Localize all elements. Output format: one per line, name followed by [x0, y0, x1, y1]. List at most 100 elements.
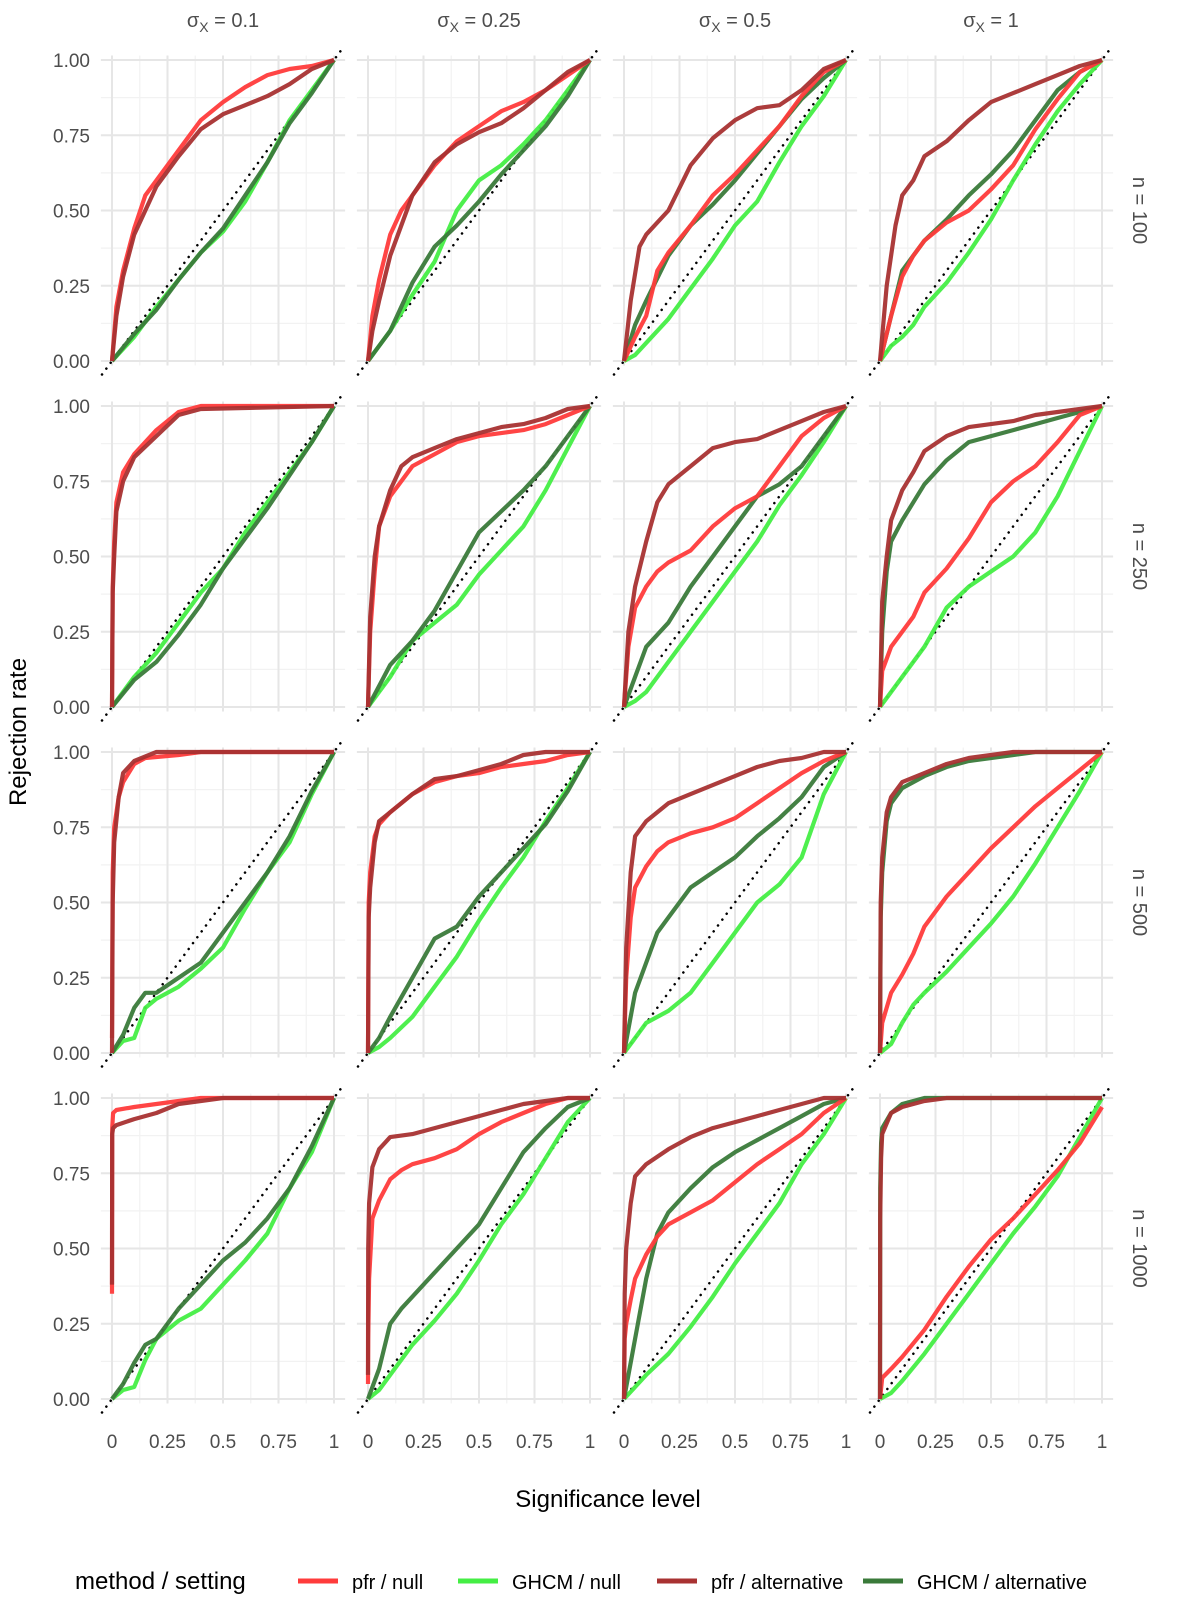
y-axis-title: Rejection rate: [5, 658, 32, 806]
column-strip-label: σX = 0.1: [187, 10, 259, 35]
y-tick-label: 1.00: [53, 743, 90, 764]
legend-title: method / setting: [75, 1568, 246, 1595]
y-tick-label: 1.00: [53, 1089, 90, 1110]
series-line-pfr-null: [621, 404, 847, 708]
y-tick-label: 0.00: [53, 1044, 90, 1065]
series-line-ghcm-null: [879, 1096, 1104, 1401]
series-line-pfr-alternative: [365, 403, 591, 708]
column-strip-label: σX = 0.25: [437, 10, 520, 35]
series-line-pfr-null: [365, 1095, 590, 1385]
reference-diagonal: [868, 391, 1114, 722]
x-tick-label: 0.5: [978, 1432, 1004, 1453]
x-tick-label: 0.75: [516, 1432, 553, 1453]
x-tick-label: 0.25: [405, 1432, 442, 1453]
series-line-ghcm-null: [366, 405, 592, 709]
y-tick-label: 0.25: [53, 969, 90, 990]
x-tick-label: 0.5: [466, 1432, 492, 1453]
x-tick-label: 0: [875, 1432, 886, 1453]
series-line-ghcm-null: [366, 1096, 592, 1401]
series-line-pfr-alternative: [365, 749, 590, 1054]
row-strip-label: n = 100: [1128, 177, 1150, 244]
series-line-pfr-null: [877, 1105, 1104, 1400]
column-strip-label: σX = 1: [963, 10, 1019, 35]
x-tick-label: 1: [1097, 1432, 1108, 1453]
reference-diagonal: [100, 45, 346, 376]
series-line-pfr-null: [622, 58, 847, 362]
series-line-pfr-alternative: [365, 1095, 590, 1375]
y-tick-label: 0.50: [53, 548, 90, 569]
x-tick-label: 0.25: [149, 1432, 186, 1453]
tick-labels-layer: 0.000.250.500.751.000.000.250.500.751.00…: [53, 51, 1107, 1453]
series-line-pfr-alternative: [109, 403, 335, 708]
series-line-pfr-alternative: [621, 58, 847, 362]
x-tick-label: 0.75: [772, 1432, 809, 1453]
reference-diagonal: [100, 391, 346, 722]
series-line-pfr-null: [877, 404, 1103, 708]
series-line-pfr-null: [877, 750, 1104, 1054]
series-line-pfr-alternative: [621, 403, 847, 708]
series-line-ghcm-alternative: [621, 1095, 847, 1400]
reference-diagonal: [356, 737, 602, 1068]
x-tick-label: 0: [619, 1432, 630, 1453]
series-line-ghcm-null: [110, 751, 336, 1055]
y-tick-label: 0.75: [53, 818, 90, 839]
series-line-ghcm-alternative: [621, 58, 848, 362]
series-line-pfr-alternative: [109, 749, 334, 1054]
y-tick-label: 1.00: [53, 51, 90, 72]
series-line-pfr-alternative: [877, 1095, 1102, 1400]
series-line-ghcm-null: [878, 750, 1104, 1055]
series-line-pfr-null: [877, 58, 1103, 362]
y-tick-label: 0.25: [53, 1315, 90, 1336]
x-axis-title: Significance level: [515, 1486, 700, 1513]
y-tick-label: 0.75: [53, 126, 90, 147]
y-tick-label: 0.25: [53, 277, 90, 298]
reference-diagonal: [356, 45, 602, 376]
y-tick-label: 0.50: [53, 894, 90, 915]
y-tick-label: 0.00: [53, 698, 90, 719]
reference-diagonal: [356, 1083, 602, 1414]
series-line-pfr-alternative: [877, 749, 1102, 1054]
reference-diagonal-layer: [100, 45, 1114, 1414]
series-lines-layer: [109, 57, 1104, 1401]
x-tick-label: 1: [841, 1432, 852, 1453]
y-tick-label: 0.75: [53, 1164, 90, 1185]
x-tick-label: 0.75: [1028, 1432, 1065, 1453]
reference-diagonal: [612, 1083, 858, 1414]
panel-grid-layer: [100, 55, 1114, 1404]
series-line-ghcm-null: [878, 405, 1104, 709]
x-tick-label: 0.25: [917, 1432, 954, 1453]
reference-diagonal: [868, 1083, 1114, 1414]
reference-diagonal: [100, 1083, 346, 1414]
x-tick-label: 0.5: [722, 1432, 748, 1453]
x-tick-label: 1: [585, 1432, 596, 1453]
series-line-ghcm-alternative: [110, 1097, 336, 1401]
legend-label: GHCM / alternative: [917, 1572, 1087, 1594]
y-tick-label: 0.50: [53, 202, 90, 223]
y-tick-label: 0.25: [53, 623, 90, 644]
series-line-ghcm-null: [622, 751, 848, 1055]
series-line-pfr-null: [621, 750, 847, 1054]
x-tick-label: 0: [107, 1432, 118, 1453]
row-strip-label: n = 250: [1128, 523, 1150, 590]
x-tick-label: 0.75: [260, 1432, 297, 1453]
series-line-ghcm-alternative: [366, 58, 592, 363]
reference-diagonal: [868, 737, 1114, 1068]
legend: method / setting pfr / null GHCM / null pf…: [75, 1568, 1087, 1595]
legend-label: pfr / null: [352, 1572, 423, 1594]
series-line-pfr-alternative: [109, 58, 335, 362]
series-line-pfr-null: [109, 1095, 334, 1294]
series-line-ghcm-alternative: [621, 750, 848, 1054]
reference-diagonal: [356, 391, 602, 722]
series-line-ghcm-alternative: [110, 404, 336, 709]
series-line-ghcm-alternative: [366, 1096, 591, 1400]
reference-diagonal: [612, 737, 858, 1068]
series-line-ghcm-alternative: [110, 750, 336, 1055]
series-line-pfr-alternative: [621, 1095, 846, 1400]
y-tick-label: 0.75: [53, 472, 90, 493]
series-line-ghcm-alternative: [622, 404, 848, 708]
column-strip-label: σX = 0.5: [699, 10, 771, 35]
reference-diagonal: [868, 45, 1114, 376]
series-line-pfr-alternative: [877, 57, 1103, 362]
reference-diagonal: [612, 391, 858, 722]
